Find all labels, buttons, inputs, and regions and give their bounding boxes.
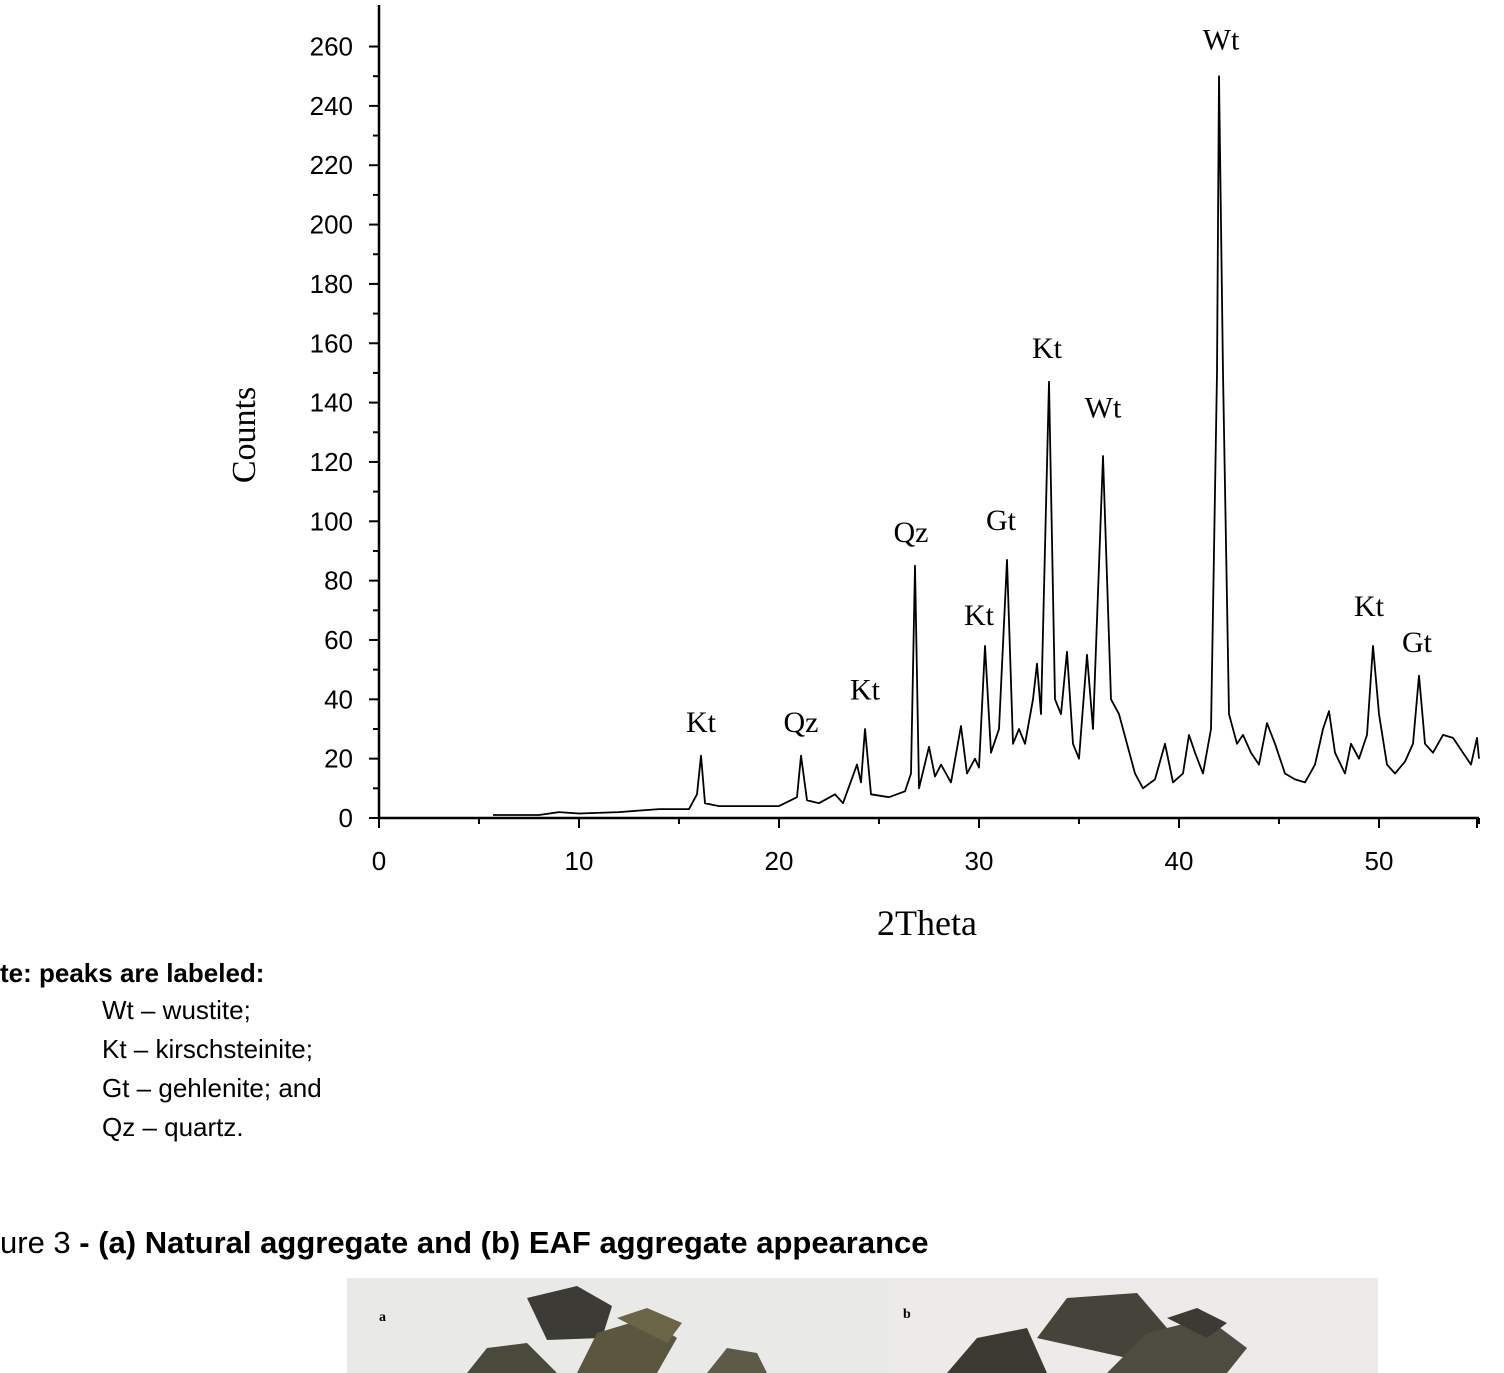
photo-label: a — [379, 1310, 386, 1325]
y-tick-label: 40 — [324, 684, 353, 714]
note-item: Kt – kirschsteinite; — [102, 1034, 313, 1064]
y-tick-label: 20 — [324, 744, 353, 774]
y-tick-label: 100 — [310, 506, 353, 536]
y-tick-label: 200 — [310, 210, 353, 240]
x-tick-label: 50 — [1365, 846, 1394, 876]
y-tick-label: 220 — [310, 150, 353, 180]
note-item: Gt – gehlenite; and — [102, 1073, 322, 1103]
aggregate-photo: a b — [347, 1278, 1378, 1373]
note-item: Qz – quartz. — [102, 1112, 244, 1142]
note-heading: te: peaks are labeled: — [0, 958, 265, 988]
peak-label: Qz — [894, 516, 929, 549]
rock — [947, 1328, 1047, 1373]
y-axis-label: Counts — [226, 387, 263, 483]
rock — [617, 1308, 682, 1343]
x-tick-label: 10 — [565, 846, 594, 876]
y-tick-label: 160 — [310, 328, 353, 358]
peak-label: Qz — [784, 706, 819, 739]
peak-label: Wt — [1203, 24, 1240, 57]
y-tick-label: 120 — [310, 447, 353, 477]
y-tick-label: 0 — [339, 803, 353, 833]
x-tick-label: 40 — [1165, 846, 1194, 876]
y-tick-label: 180 — [310, 269, 353, 299]
rock — [1167, 1308, 1227, 1338]
x-tick-label: 0 — [372, 846, 386, 876]
peak-label: Kt — [1032, 332, 1063, 365]
peak-label: Kt — [1354, 590, 1385, 623]
peak-label: Kt — [686, 706, 717, 739]
rock — [707, 1348, 767, 1373]
rock — [467, 1343, 557, 1373]
y-tick-label: 260 — [310, 32, 353, 62]
caption-text: - (a) Natural aggregate and (b) EAF aggr… — [70, 1225, 929, 1260]
peak-label: Kt — [964, 599, 995, 632]
note-item: Wt – wustite; — [102, 995, 251, 1025]
y-tick-label: 80 — [324, 566, 353, 596]
x-axis-label: 2Theta — [877, 903, 977, 943]
figure-caption: ure 3 - (a) Natural aggregate and (b) EA… — [0, 1225, 929, 1261]
caption-prefix: ure 3 — [0, 1225, 71, 1260]
x-tick-label: 30 — [965, 846, 994, 876]
rock — [1037, 1293, 1167, 1358]
x-tick-label: 20 — [765, 846, 794, 876]
rock — [527, 1286, 612, 1340]
y-tick-label: 140 — [310, 388, 353, 418]
peak-label: Gt — [986, 504, 1017, 537]
photo-label: b — [903, 1307, 911, 1322]
peak-label: Gt — [1402, 626, 1433, 659]
peak-label: Kt — [850, 673, 881, 706]
peak-label: Wt — [1085, 391, 1122, 424]
y-tick-label: 240 — [310, 91, 353, 121]
xrd-chart: 0 20 40 60 80 100 120 140 160 180 200 220 240 260 0 10 2… — [226, 5, 1480, 943]
xrd-trace — [493, 75, 1480, 816]
y-tick-label: 60 — [324, 625, 353, 655]
